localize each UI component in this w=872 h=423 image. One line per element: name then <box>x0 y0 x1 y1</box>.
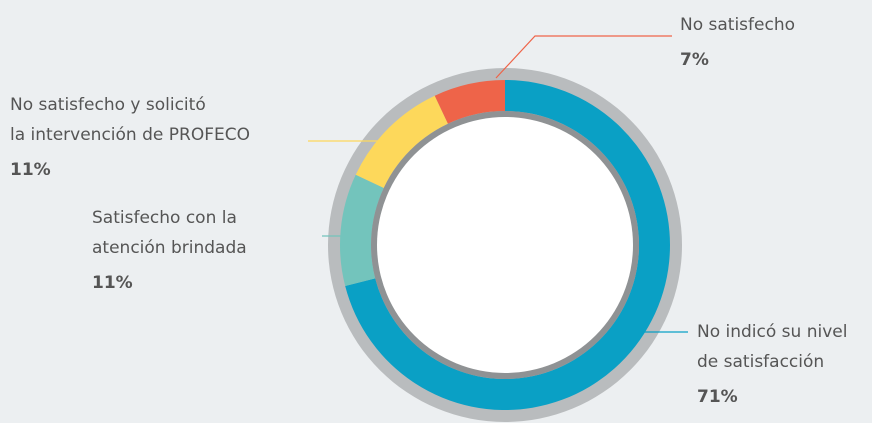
leader-line <box>495 35 672 79</box>
value-label: 11% <box>10 160 51 180</box>
slice-label: la intervención de PROFECO <box>10 125 250 145</box>
donut-segment <box>340 174 384 287</box>
value-label: 7% <box>680 50 709 70</box>
slice-label: Satisfecho con la <box>92 208 237 228</box>
donut-hole <box>377 117 633 373</box>
slice-label: No satisfecho y solicitó <box>10 95 206 115</box>
slice-label: No satisfecho <box>680 15 795 35</box>
donut-segment <box>355 95 448 188</box>
value-label: 11% <box>92 273 133 293</box>
slice-label: No indicó su nivel <box>697 322 847 342</box>
value-label: 71% <box>697 387 738 407</box>
slice-label: atención brindada <box>92 238 247 258</box>
slice-label: de satisfacción <box>697 352 824 372</box>
donut-segment <box>434 80 505 124</box>
